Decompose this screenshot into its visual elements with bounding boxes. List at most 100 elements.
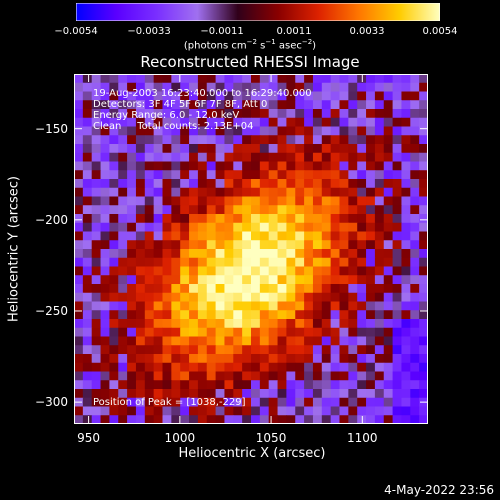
heatmap-cell [135, 275, 146, 285]
heatmap-cell [206, 275, 217, 285]
heatmap-cell [286, 327, 296, 337]
heatmap-cell [171, 196, 181, 206]
heatmap-cell [366, 222, 376, 232]
heatmap-cell [242, 161, 252, 171]
heatmap-cell [82, 135, 93, 145]
heatmap-cell [401, 179, 411, 189]
heatmap-cell [277, 205, 287, 215]
heatmap-cell [135, 126, 146, 136]
heatmap-cell [304, 82, 314, 92]
heatmap-cell [224, 249, 234, 259]
colorbar [76, 3, 440, 21]
heatmap-cell [419, 126, 428, 136]
heatmap-cell [286, 117, 296, 127]
heatmap-cell [330, 100, 340, 110]
heatmap-cell [224, 310, 234, 320]
heatmap-cell [259, 179, 270, 189]
heatmap-cell [180, 327, 190, 337]
heatmap-cell [259, 144, 270, 154]
heatmap-cell [91, 222, 102, 232]
heatmap-cell [215, 109, 225, 119]
heatmap-cell [251, 109, 261, 119]
heatmap-cell [100, 301, 110, 311]
heatmap-cell [100, 196, 110, 206]
heatmap-cell [357, 319, 367, 329]
heatmap-cell [410, 74, 420, 84]
heatmap-cell [419, 240, 428, 250]
heatmap-cell [251, 406, 261, 416]
heatmap-cell [153, 214, 163, 224]
heatmap-cell [171, 240, 181, 250]
heatmap-cell [180, 82, 190, 92]
heatmap-cell [410, 310, 420, 320]
heatmap-cell [330, 74, 340, 84]
heatmap-cell [180, 415, 190, 424]
heatmap-cell [419, 301, 428, 311]
heatmap-cell [189, 117, 199, 127]
heatmap-cell [233, 187, 243, 197]
heatmap-cell [215, 406, 225, 416]
heatmap-cell [419, 249, 428, 259]
heatmap-cell [374, 389, 385, 399]
heatmap-cell [91, 170, 102, 180]
heatmap-cell [392, 310, 402, 320]
heatmap-cell [162, 91, 172, 101]
heatmap-cell [286, 406, 296, 416]
heatmap-cell [224, 406, 234, 416]
heatmap-cell [144, 292, 155, 302]
heatmap-cell [330, 196, 340, 206]
heatmap-cell [330, 109, 340, 119]
heatmap-cell [366, 371, 376, 381]
heatmap-cell [259, 292, 270, 302]
heatmap-cell [189, 109, 199, 119]
heatmap-cell [171, 284, 181, 294]
heatmap-cell [224, 222, 234, 232]
heatmap-cell [348, 249, 358, 259]
heatmap-cell [224, 117, 234, 127]
heatmap-cell [392, 389, 402, 399]
heatmap-cell [162, 336, 172, 346]
heatmap-cell [277, 380, 287, 390]
heatmap-cell [295, 336, 305, 346]
heatmap-cell [162, 214, 172, 224]
heatmap-cell [295, 310, 305, 320]
heatmap-cell [197, 205, 208, 215]
heatmap-cell [135, 109, 146, 119]
heatmap-cell [251, 214, 261, 224]
heatmap-cell [339, 266, 349, 276]
heatmap-cell [259, 284, 270, 294]
heatmap-cell [109, 74, 119, 84]
heatmap-cell [366, 161, 376, 171]
heatmap-cell [330, 91, 340, 101]
heatmap-cell [100, 345, 110, 355]
heatmap-cell [312, 214, 323, 224]
heatmap-cell [392, 222, 402, 232]
heatmap-cell [144, 100, 155, 110]
heatmap-cell [410, 161, 420, 171]
heatmap-cell [321, 406, 332, 416]
heatmap-cell [383, 249, 394, 259]
heatmap-cell [242, 135, 252, 145]
heatmap-cell [144, 354, 155, 364]
heatmap-cell [135, 135, 146, 145]
heatmap-cell [135, 354, 146, 364]
heatmap-cell [330, 126, 340, 136]
heatmap-cell [118, 389, 128, 399]
heatmap-cell [251, 135, 261, 145]
heatmap-cell [197, 117, 208, 127]
heatmap-cell [109, 327, 119, 337]
heatmap-cell [366, 214, 376, 224]
heatmap-cell [295, 415, 305, 424]
heatmap-cell [348, 187, 358, 197]
heatmap-cell [171, 205, 181, 215]
heatmap-cell [374, 126, 385, 136]
y-tick-label: −200 [35, 212, 68, 227]
heatmap-cell [242, 301, 252, 311]
heatmap-cell [401, 406, 411, 416]
heatmap-cell [242, 275, 252, 285]
heatmap-cell [339, 240, 349, 250]
heatmap-cell [401, 152, 411, 162]
heatmap-cell [118, 292, 128, 302]
heatmap-cell [215, 161, 225, 171]
heatmap-cell [127, 257, 137, 267]
